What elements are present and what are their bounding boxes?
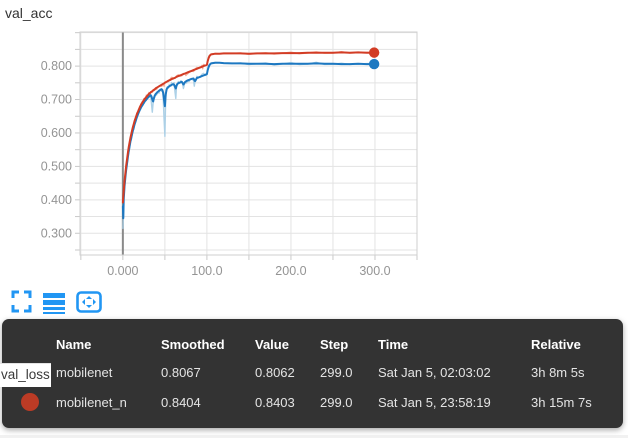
run-time: Sat Jan 5, 02:03:02: [378, 364, 491, 380]
svg-text:0.800: 0.800: [41, 59, 72, 73]
fullscreen-toggle-button[interactable]: [11, 290, 32, 316]
col-name: Name: [56, 336, 92, 352]
chart-title: val_acc: [5, 5, 53, 21]
svg-text:200.0: 200.0: [275, 264, 306, 278]
run-name: mobilenet: [56, 364, 113, 380]
run-row-mobilenet-n: mobilenet_n 0.8404 0.8403 299.0 Sat Jan …: [2, 387, 623, 417]
log-scale-toggle-button[interactable]: [43, 290, 65, 316]
svg-text:0.300: 0.300: [41, 226, 72, 240]
col-time: Time: [378, 336, 409, 352]
fit-domain-button[interactable]: [76, 290, 102, 316]
run-time: Sat Jan 5, 23:58:19: [378, 394, 491, 410]
col-step: Step: [320, 336, 349, 352]
svg-text:0.000: 0.000: [107, 264, 138, 278]
chart-toolbar: [11, 290, 102, 318]
overscan-icon: [76, 291, 102, 313]
run-smoothed: 0.8067: [161, 364, 201, 380]
next-card-title: val_loss: [0, 363, 51, 387]
run-row-mobilenet: mobilenet 0.8067 0.8062 299.0 Sat Jan 5,…: [2, 357, 623, 387]
svg-text:0.500: 0.500: [41, 159, 72, 173]
run-relative: 3h 8m 5s: [531, 364, 585, 380]
svg-text:0.700: 0.700: [41, 93, 72, 107]
swatch-cell: [2, 393, 56, 411]
next-card-background: [0, 435, 628, 438]
svg-text:0.600: 0.600: [41, 126, 72, 140]
svg-text:100.0: 100.0: [191, 264, 222, 278]
run-step: 299.0: [320, 394, 353, 410]
col-smoothed: Smoothed: [161, 336, 225, 352]
run-smoothed: 0.8404: [161, 394, 201, 410]
svg-text:0.400: 0.400: [41, 193, 72, 207]
col-relative: Relative: [531, 336, 581, 352]
line-weight-icon: [43, 293, 65, 314]
run-name: mobilenet_n: [56, 394, 127, 410]
run-step: 299.0: [320, 364, 353, 380]
run-value: 0.8403: [255, 394, 295, 410]
run-color-swatch: [21, 393, 39, 411]
run-relative: 3h 15m 7s: [531, 394, 592, 410]
tooltip-header-row: Name Smoothed Value Step Time Relative: [2, 331, 623, 357]
run-value: 0.8062: [255, 364, 295, 380]
fullscreen-icon: [11, 290, 32, 313]
val-acc-line-chart[interactable]: 0.000 100.0 200.0 300.0 0.300 0.400 0.500 0.600…: [0, 18, 440, 288]
run-tooltip-table: Name Smoothed Value Step Time Relative m…: [2, 319, 623, 428]
col-value: Value: [255, 336, 289, 352]
svg-text:300.0: 300.0: [359, 264, 390, 278]
